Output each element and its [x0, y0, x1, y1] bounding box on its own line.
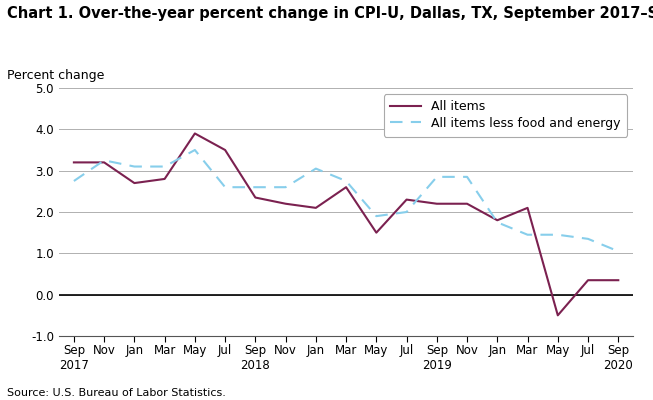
- All items less food and energy: [372, 214, 380, 218]
- Line: All items less food and energy: All items less food and energy: [74, 150, 618, 251]
- Line: All items: All items: [74, 134, 618, 315]
- All items less food and energy: [494, 220, 502, 225]
- Text: Chart 1. Over-the-year percent change in CPI-U, Dallas, TX, September 2017–Septe: Chart 1. Over-the-year percent change in…: [7, 6, 653, 21]
- All items less food and energy: [131, 164, 138, 169]
- All items: [342, 185, 350, 190]
- All items: [221, 148, 229, 152]
- All items less food and energy: [403, 210, 411, 214]
- Legend: All items, All items less food and energy: All items, All items less food and energ…: [384, 94, 627, 136]
- All items less food and energy: [342, 178, 350, 183]
- All items: [403, 197, 411, 202]
- All items: [524, 206, 532, 210]
- All items: [584, 278, 592, 282]
- All items: [281, 201, 289, 206]
- All items: [131, 181, 138, 186]
- All items: [70, 160, 78, 165]
- All items less food and energy: [100, 158, 108, 163]
- All items less food and energy: [161, 164, 168, 169]
- All items: [191, 131, 199, 136]
- All items less food and energy: [70, 178, 78, 183]
- All items: [372, 230, 380, 235]
- All items less food and energy: [433, 174, 441, 179]
- All items less food and energy: [584, 236, 592, 241]
- All items: [433, 201, 441, 206]
- All items less food and energy: [554, 232, 562, 237]
- All items: [100, 160, 108, 165]
- All items less food and energy: [251, 185, 259, 190]
- All items: [614, 278, 622, 282]
- All items: [312, 206, 320, 210]
- All items: [494, 218, 502, 223]
- Text: Percent change: Percent change: [7, 69, 104, 82]
- All items: [161, 176, 168, 181]
- All items: [251, 195, 259, 200]
- All items less food and energy: [463, 174, 471, 179]
- All items: [463, 201, 471, 206]
- All items less food and energy: [614, 249, 622, 254]
- Text: Source: U.S. Bureau of Labor Statistics.: Source: U.S. Bureau of Labor Statistics.: [7, 388, 225, 398]
- All items less food and energy: [281, 185, 289, 190]
- All items: [554, 313, 562, 318]
- All items less food and energy: [524, 232, 532, 237]
- All items less food and energy: [221, 185, 229, 190]
- All items less food and energy: [191, 148, 199, 152]
- All items less food and energy: [312, 166, 320, 171]
